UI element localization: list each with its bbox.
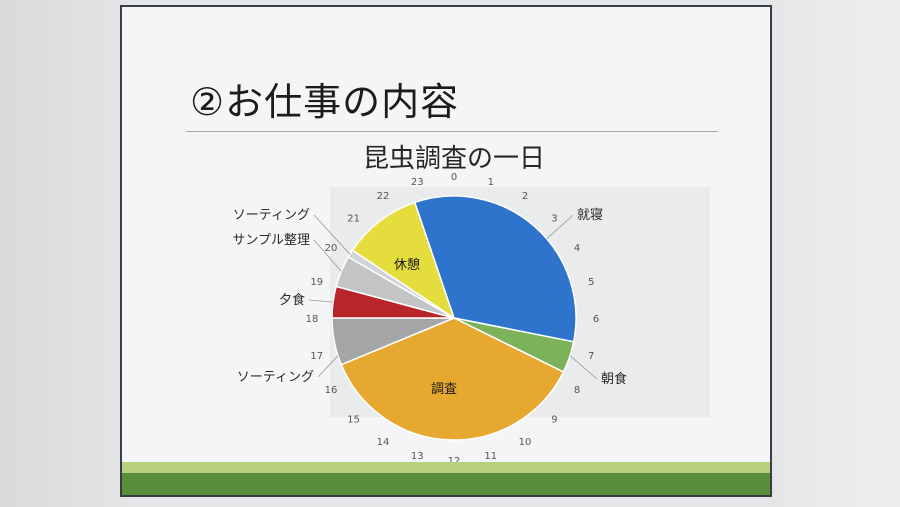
hour-tick-label: 21 bbox=[347, 214, 360, 225]
hour-tick-label: 1 bbox=[488, 177, 494, 188]
hour-tick-label: 5 bbox=[588, 277, 594, 288]
title-underline bbox=[186, 131, 718, 132]
hour-tick-label: 11 bbox=[484, 451, 497, 462]
slide-title: ②お仕事の内容 bbox=[190, 80, 460, 124]
leader-line bbox=[308, 299, 334, 303]
pie-slice bbox=[340, 317, 565, 441]
leader-line bbox=[313, 239, 342, 272]
hour-tick-label: 14 bbox=[377, 437, 390, 448]
hour-tick-label: 7 bbox=[588, 351, 594, 362]
hour-tick-label: 2 bbox=[522, 191, 528, 202]
slice-label: ソーティング bbox=[237, 370, 314, 385]
leader-line bbox=[569, 355, 598, 380]
hour-tick-label: 10 bbox=[519, 437, 532, 448]
slice-label: 就寝 bbox=[577, 207, 603, 223]
slice-label: ソーティング bbox=[233, 208, 310, 223]
slice-label: 休憩 bbox=[394, 257, 420, 273]
hour-tick-label: 19 bbox=[310, 277, 323, 288]
hour-tick-label: 22 bbox=[377, 191, 390, 202]
hour-tick-label: 15 bbox=[347, 414, 360, 425]
hour-tick-label: 8 bbox=[574, 385, 580, 396]
pie-slice bbox=[413, 195, 577, 343]
slice-label: 夕食 bbox=[279, 292, 305, 308]
hour-tick-label: 9 bbox=[551, 414, 557, 425]
hour-tick-label: 16 bbox=[325, 385, 338, 396]
hour-tick-label: 20 bbox=[325, 243, 338, 254]
slice-label: サンプル整理 bbox=[232, 233, 310, 248]
slice-label: 朝食 bbox=[601, 371, 627, 387]
hour-tick-label: 6 bbox=[593, 314, 599, 325]
hour-tick-label: 4 bbox=[574, 243, 580, 254]
leader-line bbox=[546, 214, 574, 240]
slide: ②お仕事の内容 昆虫調査の一日 012345678910111213141516… bbox=[120, 5, 772, 497]
hour-tick-label: 13 bbox=[411, 451, 424, 462]
pie-chart: 昆虫調査の一日 01234567891011121314151617181920… bbox=[232, 144, 627, 467]
footer-band-light bbox=[122, 462, 770, 473]
photo-background-left bbox=[0, 0, 125, 507]
footer-band-dark bbox=[122, 473, 770, 495]
photo-background-right bbox=[775, 0, 900, 507]
hour-tick-label: 3 bbox=[551, 214, 557, 225]
hour-tick-label: 12 bbox=[448, 456, 461, 467]
leader-line bbox=[313, 214, 351, 255]
pie-slice bbox=[351, 201, 456, 320]
hour-tick-label: 0 bbox=[451, 172, 457, 183]
hour-tick-label: 18 bbox=[306, 314, 319, 325]
leader-line bbox=[317, 355, 339, 378]
chart-title: 昆虫調査の一日 bbox=[363, 144, 545, 174]
hour-tick-label: 23 bbox=[411, 177, 424, 188]
hour-tick-label: 17 bbox=[310, 351, 323, 362]
slice-label: 調査 bbox=[431, 382, 457, 397]
